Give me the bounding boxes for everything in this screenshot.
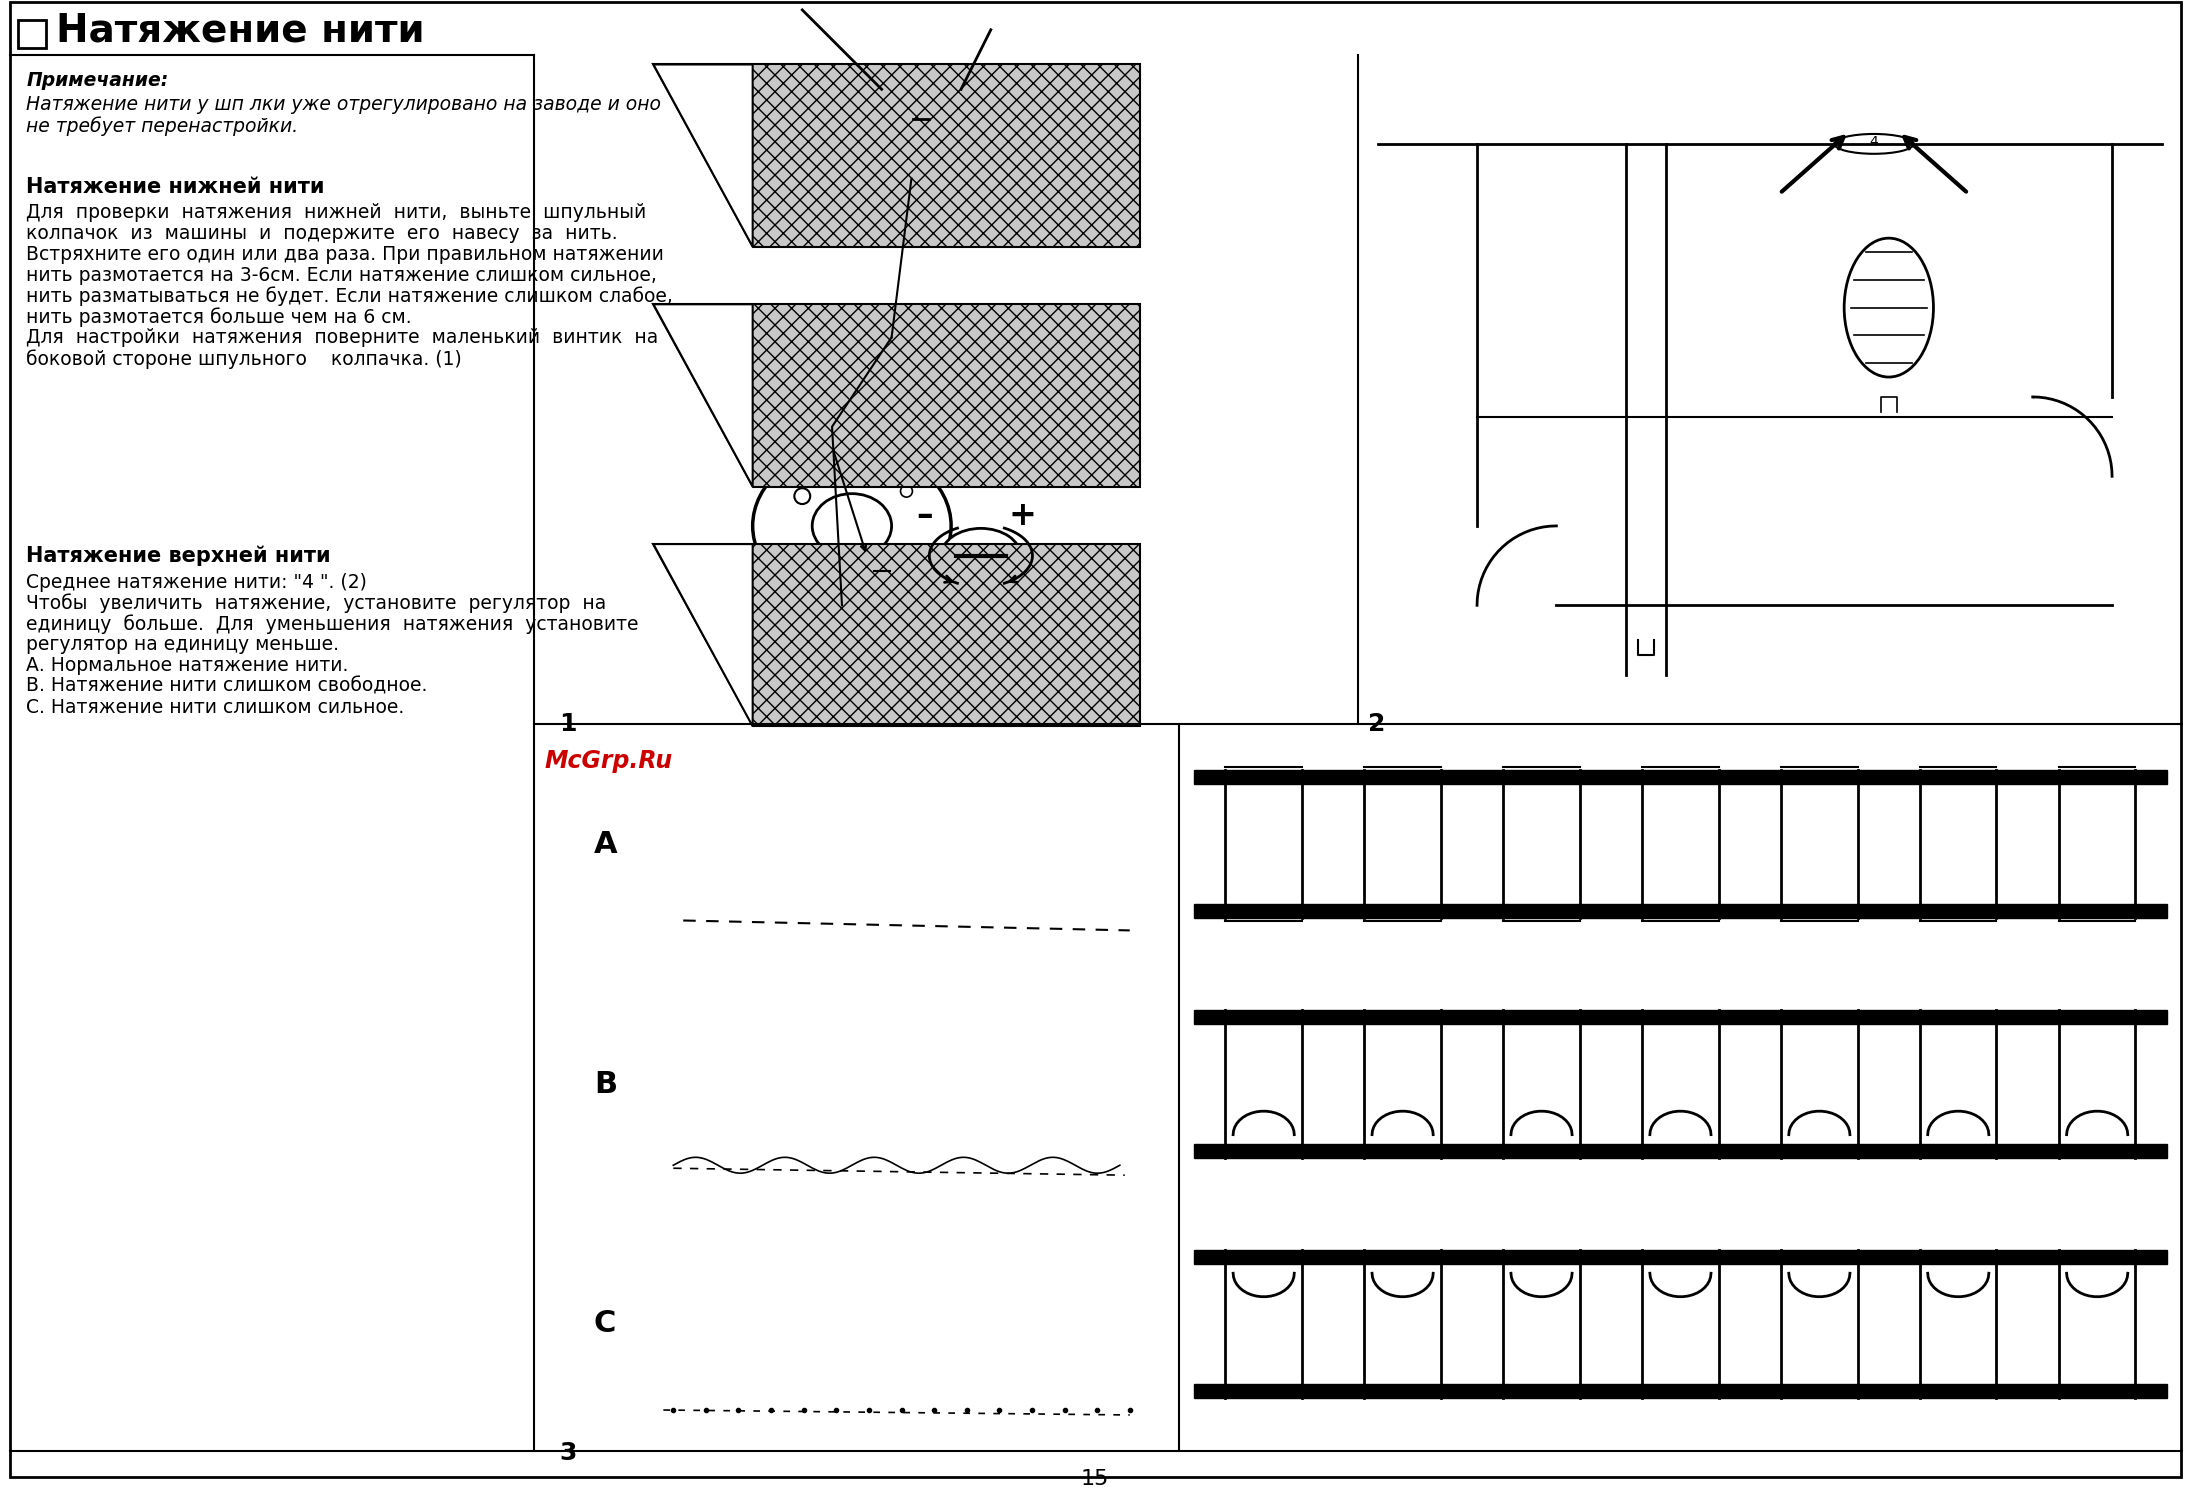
Text: нить размотается на 3-6см. Если натяжение слишком сильное,: нить размотается на 3-6см. Если натяжени…: [26, 265, 657, 285]
Text: Среднее натяжение нити: "4 ". (2): Среднее натяжение нити: "4 ". (2): [26, 573, 368, 592]
Polygon shape: [653, 64, 754, 246]
Text: Натяжение нижней нити: Натяжение нижней нити: [26, 176, 324, 197]
Circle shape: [795, 488, 811, 504]
Text: McGrp.Ru: McGrp.Ru: [543, 748, 673, 774]
Text: Для  настройки  натяжения  поверните  маленький  винтик  на: Для настройки натяжения поверните малень…: [26, 328, 659, 347]
Bar: [18, 19, 46, 48]
Bar: [1194, 771, 2167, 784]
Polygon shape: [653, 304, 754, 486]
Text: 3: 3: [559, 1440, 576, 1464]
Text: не требует перенастройки.: не требует перенастройки.: [26, 116, 298, 136]
Ellipse shape: [942, 528, 1021, 583]
Text: B: B: [594, 1069, 618, 1099]
Text: Чтобы  увеличить  натяжение,  установите  регулятор  на: Чтобы увеличить натяжение, установите ре…: [26, 593, 607, 613]
Text: 15: 15: [1080, 1469, 1109, 1488]
Circle shape: [870, 559, 894, 583]
Bar: [1194, 1249, 2167, 1264]
Text: 4: 4: [1869, 134, 1878, 149]
Text: нить размотается больше чем на 6 см.: нить размотается больше чем на 6 см.: [26, 307, 412, 328]
Text: В. Натяжение нити слишком свободное.: В. Натяжение нити слишком свободное.: [26, 677, 427, 696]
Text: С. Натяжение нити слишком сильное.: С. Натяжение нити слишком сильное.: [26, 698, 405, 717]
Text: +: +: [1008, 499, 1036, 532]
Text: боковой стороне шпульного    колпачка. (1): боковой стороне шпульного колпачка. (1): [26, 349, 462, 368]
Text: Примечание:: Примечание:: [26, 72, 169, 91]
Text: А. Нормальное натяжение нити.: А. Нормальное натяжение нити.: [26, 656, 348, 675]
Ellipse shape: [881, 70, 962, 168]
Text: Для  проверки  натяжения  нижней  нити,  выньте  шпульный: Для проверки натяжения нижней нити, вынь…: [26, 203, 646, 222]
Text: колпачок  из  машины  и  подержите  его  навесу  за  нить.: колпачок из машины и подержите его навес…: [26, 224, 618, 243]
Ellipse shape: [1845, 239, 1932, 377]
Text: 1: 1: [559, 713, 576, 737]
Text: –: –: [916, 499, 933, 532]
Bar: [1194, 1009, 2167, 1024]
Bar: [1194, 1384, 2167, 1399]
Text: Натяжение нити у шп лки уже отрегулировано на заводе и оно: Натяжение нити у шп лки уже отрегулирова…: [26, 95, 662, 115]
Text: регулятор на единицу меньше.: регулятор на единицу меньше.: [26, 635, 340, 655]
Text: A: A: [594, 830, 618, 859]
Bar: [1194, 1144, 2167, 1159]
Polygon shape: [653, 544, 1139, 726]
Text: нить разматываться не будет. Если натяжение слишком слабое,: нить разматываться не будет. Если натяже…: [26, 286, 673, 307]
Ellipse shape: [813, 494, 892, 558]
Ellipse shape: [754, 446, 951, 605]
Circle shape: [901, 485, 911, 497]
Polygon shape: [653, 304, 1139, 486]
Ellipse shape: [1834, 134, 1913, 154]
Text: Натяжение нити: Натяжение нити: [57, 12, 425, 49]
Text: 2: 2: [1367, 713, 1385, 737]
Text: Встряхните его один или два раза. При правильном натяжении: Встряхните его один или два раза. При пр…: [26, 245, 664, 264]
Text: единицу  больше.  Для  уменьшения  натяжения  установите: единицу больше. Для уменьшения натяжения…: [26, 614, 640, 634]
Polygon shape: [653, 544, 754, 726]
Bar: [1194, 905, 2167, 918]
Text: Натяжение верхней нити: Натяжение верхней нити: [26, 546, 331, 567]
Polygon shape: [653, 64, 1139, 246]
Text: C: C: [594, 1309, 616, 1339]
